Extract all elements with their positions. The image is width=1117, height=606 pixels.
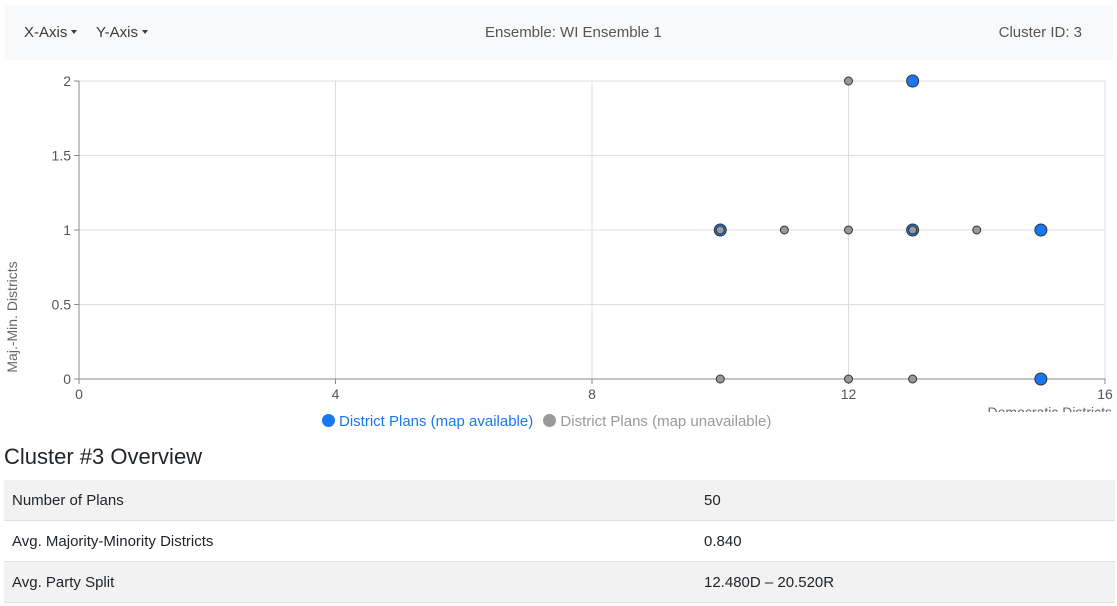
y-axis-title: Maj.-Min. Districts xyxy=(4,261,20,372)
x-tick-label: 0 xyxy=(75,386,83,402)
table-row: Avg. Party Split 12.480D – 20.520R xyxy=(4,561,1115,603)
y-axis-dropdown-label: Y-Axis xyxy=(96,24,138,41)
row-label-number-of-plans: Number of Plans xyxy=(4,480,696,521)
legend-item-map-available[interactable]: District Plans (map available) xyxy=(322,413,533,430)
row-value-number-of-plans: 50 xyxy=(696,480,1115,521)
data-point-map-unavailable[interactable] xyxy=(715,374,725,384)
row-label-avg-maj-min: Avg. Majority-Minority Districts xyxy=(4,520,696,562)
data-point-map-unavailable[interactable] xyxy=(972,225,982,235)
navbar: X-Axis Y-Axis Ensemble: WI Ensemble 1 Cl… xyxy=(5,6,1113,60)
scatter-chart: 0 4 8 12 16 0 0.5 1 1.5 2 Democratic Districts Ma… xyxy=(4,73,1113,412)
x-tick-label: 16 xyxy=(1097,386,1113,402)
data-point-map-unavailable[interactable] xyxy=(908,225,918,235)
table-row: Avg. Majority-Minority Districts 0.840 xyxy=(4,520,1115,562)
y-tick-label: 1 xyxy=(63,222,71,238)
y-tick-label: 0.5 xyxy=(52,297,72,313)
legend-label-map-unavailable: District Plans (map unavailable) xyxy=(560,413,772,430)
data-point-map-unavailable[interactable] xyxy=(908,374,918,384)
data-point-map-unavailable[interactable] xyxy=(844,225,853,235)
chart-ticks: 0 4 8 12 16 0 0.5 1 1.5 2 xyxy=(52,73,1113,402)
x-axis-dropdown-label: X-Axis xyxy=(24,24,68,41)
legend-dot-blue-icon xyxy=(322,414,335,427)
y-tick-label: 0 xyxy=(63,371,71,387)
chart-grid xyxy=(78,80,1106,380)
x-axis-dropdown[interactable]: X-Axis xyxy=(24,6,78,60)
ensemble-label: Ensemble: WI Ensemble 1 xyxy=(485,24,662,41)
table-row: Number of Plans 50 xyxy=(4,480,1115,521)
row-value-avg-party-split: 12.480D – 20.520R xyxy=(696,561,1115,603)
x-tick-label: 12 xyxy=(841,386,857,402)
data-point-map-available[interactable] xyxy=(1034,372,1048,386)
y-tick-label: 2 xyxy=(63,73,71,89)
legend-item-map-unavailable[interactable]: District Plans (map unavailable) xyxy=(543,413,771,430)
data-point-map-unavailable[interactable] xyxy=(715,225,725,235)
y-tick-label: 1.5 xyxy=(52,148,72,164)
overview-table: Number of Plans 50 Avg. Majority-Minorit… xyxy=(4,480,1115,603)
caret-down-icon xyxy=(71,30,78,34)
legend-label-map-available: District Plans (map available) xyxy=(339,413,534,430)
row-value-avg-maj-min: 0.840 xyxy=(696,520,1115,562)
caret-down-icon xyxy=(141,30,148,34)
data-point-map-available[interactable] xyxy=(906,74,920,88)
overview-title: Cluster #3 Overview xyxy=(4,444,203,469)
data-point-map-unavailable[interactable] xyxy=(779,225,789,235)
chart-legend: District Plans (map available) District … xyxy=(322,413,777,433)
x-tick-label: 4 xyxy=(332,386,340,402)
row-label-avg-party-split: Avg. Party Split xyxy=(4,561,696,603)
data-point-map-available[interactable] xyxy=(1034,223,1048,237)
chart-points xyxy=(713,74,1048,386)
cluster-id-label: Cluster ID: 3 xyxy=(998,24,1082,41)
legend-dot-gray-icon xyxy=(543,414,557,427)
data-point-map-unavailable[interactable] xyxy=(844,76,853,86)
data-point-map-unavailable[interactable] xyxy=(844,374,853,384)
x-axis-title: Democratic Districts xyxy=(988,404,1112,412)
x-tick-label: 8 xyxy=(588,386,596,402)
y-axis-dropdown[interactable]: Y-Axis xyxy=(96,6,148,60)
